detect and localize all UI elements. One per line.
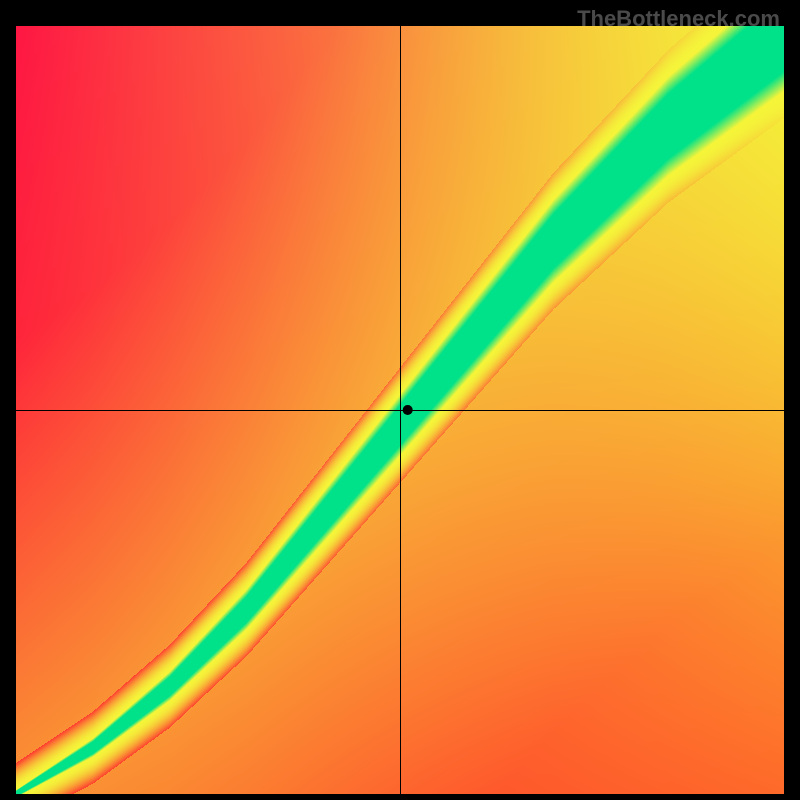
watermark-label: TheBottleneck.com — [577, 6, 780, 32]
bottleneck-heatmap — [16, 26, 784, 794]
